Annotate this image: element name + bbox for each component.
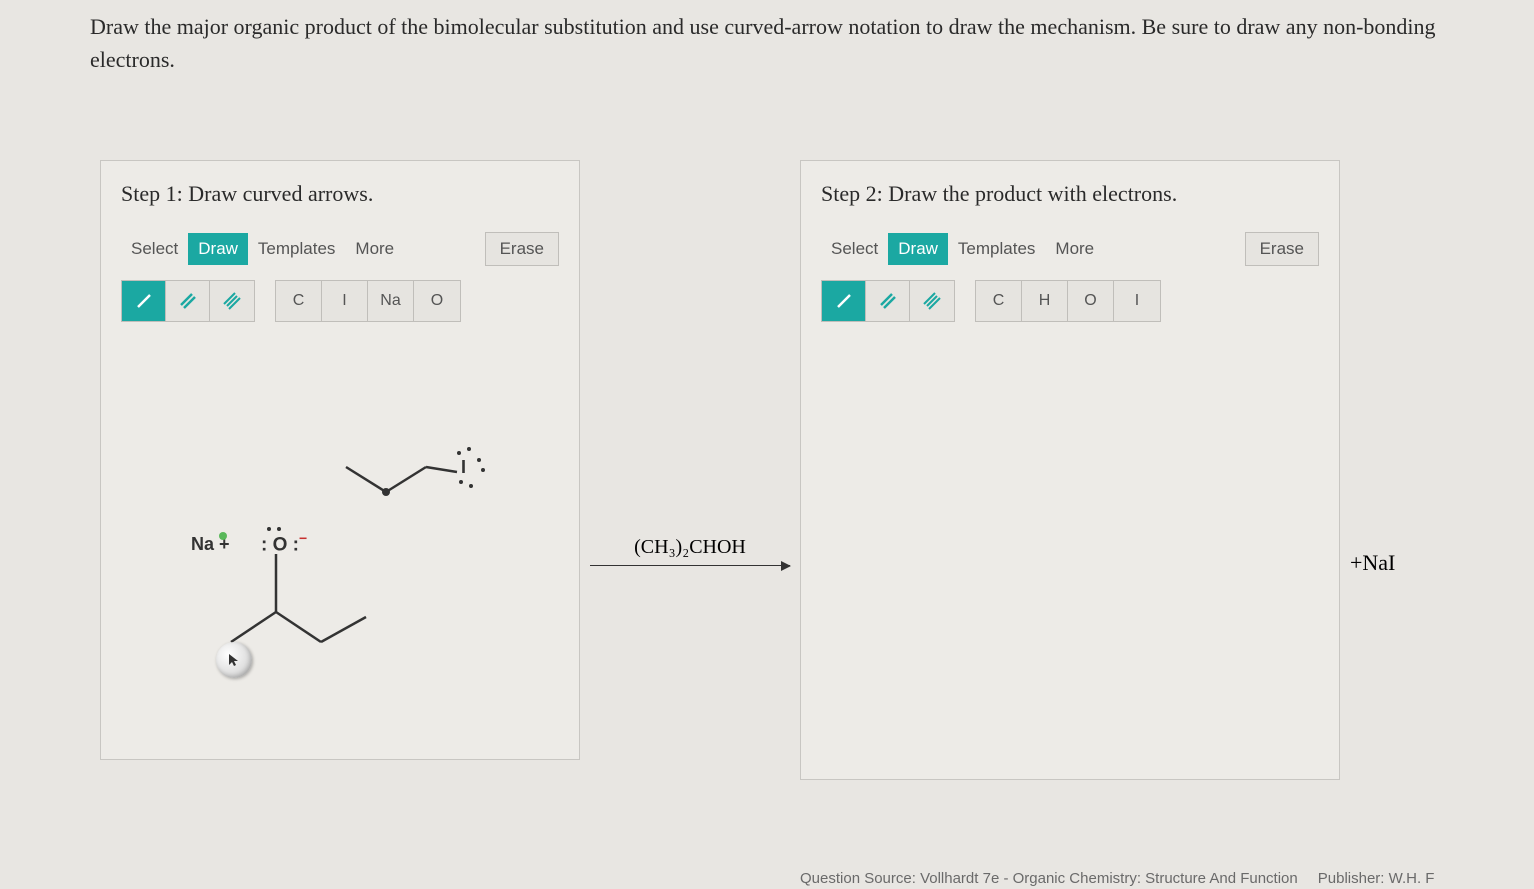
element-na[interactable]: Na [368, 281, 414, 321]
element-o-2[interactable]: O [1068, 281, 1114, 321]
tab-more[interactable]: More [345, 233, 404, 265]
tab-select-2[interactable]: Select [821, 233, 888, 265]
step1-panel: Step 1: Draw curved arrows. Select Draw … [100, 160, 580, 760]
element-h-2[interactable]: H [1022, 281, 1068, 321]
step1-toolbar-tools: C I Na O [121, 280, 559, 322]
tab-select[interactable]: Select [121, 233, 188, 265]
step1-canvas[interactable]: Na + : O :− I [121, 322, 559, 742]
element-c-2[interactable]: C [976, 281, 1022, 321]
element-i-2[interactable]: I [1114, 281, 1160, 321]
question-text: Draw the major organic product of the bi… [90, 10, 1514, 76]
tab-more-2[interactable]: More [1045, 233, 1104, 265]
reaction-arrow: (CH₃)₂CHOH [590, 536, 790, 566]
step1-title: Step 1: Draw curved arrows. [121, 181, 559, 207]
oxygen-label: : O :− [261, 530, 307, 556]
element-tool-group-2: C H O I [975, 280, 1161, 322]
byproduct-label: +NaI [1350, 550, 1395, 576]
question-source: Question Source: Vollhardt 7e - Organic … [800, 870, 1298, 887]
step2-toolbar-tabs: Select Draw Templates More Erase [821, 232, 1319, 266]
erase-button-2[interactable]: Erase [1245, 232, 1319, 266]
element-i[interactable]: I [322, 281, 368, 321]
single-bond-tool-2[interactable] [822, 281, 866, 321]
footer: Question Source: Vollhardt 7e - Organic … [800, 870, 1534, 887]
cursor-icon [216, 642, 252, 678]
na-label: Na + [191, 534, 230, 555]
element-c[interactable]: C [276, 281, 322, 321]
double-bond-tool-2[interactable] [866, 281, 910, 321]
single-bond-tool[interactable] [122, 281, 166, 321]
bond-tool-group-2 [821, 280, 955, 322]
tab-templates-2[interactable]: Templates [948, 233, 1045, 265]
triple-bond-tool-2[interactable] [910, 281, 954, 321]
tab-draw[interactable]: Draw [188, 233, 248, 265]
step2-toolbar-tools: C H O I [821, 280, 1319, 322]
triple-bond-tool[interactable] [210, 281, 254, 321]
reagent-formula: (CH₃)₂CHOH [590, 536, 790, 559]
step2-panel: Step 2: Draw the product with electrons.… [800, 160, 1340, 780]
molecule-drawing [121, 322, 559, 742]
tab-templates[interactable]: Templates [248, 233, 345, 265]
step2-canvas[interactable] [821, 322, 1319, 742]
selection-dot-icon [219, 532, 227, 540]
step2-title: Step 2: Draw the product with electrons. [821, 181, 1319, 207]
bond-tool-group [121, 280, 255, 322]
arrow-line-icon [590, 565, 790, 566]
double-bond-tool[interactable] [166, 281, 210, 321]
element-o[interactable]: O [414, 281, 460, 321]
publisher: Publisher: W.H. F [1318, 870, 1435, 887]
element-tool-group: C I Na O [275, 280, 461, 322]
tab-draw-2[interactable]: Draw [888, 233, 948, 265]
erase-button[interactable]: Erase [485, 232, 559, 266]
step1-toolbar-tabs: Select Draw Templates More Erase [121, 232, 559, 266]
iodine-label: I [461, 457, 466, 478]
